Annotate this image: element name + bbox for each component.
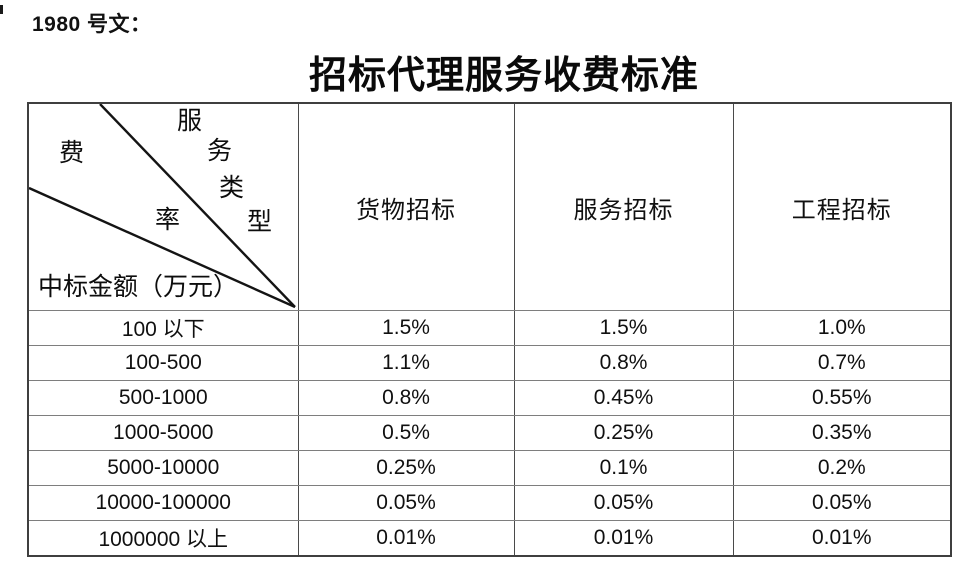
range-cell: 10000-100000: [27, 485, 299, 521]
range-cell: 5000-10000: [27, 450, 299, 486]
corner-rate-char: 率: [155, 207, 181, 234]
rate-cell-engineering: 0.01%: [732, 520, 952, 557]
rate-cell-engineering: 0.35%: [732, 415, 952, 451]
diagonal-line-upper: [99, 104, 296, 308]
rate-cell-service: 0.45%: [513, 380, 734, 416]
table-row: 5000-10000 0.25% 0.1% 0.2%: [27, 450, 952, 486]
table-row: 10000-100000 0.05% 0.05% 0.05%: [27, 485, 952, 521]
diagonal-header-cell: 费 率 服 务 类 型 中标金额（万元）: [27, 102, 299, 311]
fee-table: 费 率 服 务 类 型 中标金额（万元） 货物招标 服务招标 工程招标 100 …: [27, 102, 952, 557]
corner-service-type-char: 务: [207, 138, 233, 165]
corner-fee-char: 费: [59, 140, 85, 167]
rate-cell-goods: 0.8%: [297, 380, 515, 416]
column-header-goods: 货物招标: [297, 102, 515, 311]
range-cell: 1000-5000: [27, 415, 299, 451]
rate-cell-engineering: 0.2%: [732, 450, 952, 486]
diagonal-divider: [29, 104, 296, 308]
rate-cell-engineering: 0.05%: [732, 485, 952, 521]
rate-cell-service: 0.25%: [513, 415, 734, 451]
rate-cell-service: 0.8%: [513, 345, 734, 381]
table-row: 1000-5000 0.5% 0.25% 0.35%: [27, 415, 952, 451]
table-row: 1000000 以上 0.01% 0.01% 0.01%: [27, 520, 952, 557]
range-cell: 100 以下: [27, 310, 299, 346]
rate-cell-goods: 1.5%: [297, 310, 515, 346]
rate-cell-goods: 0.25%: [297, 450, 515, 486]
page-title: 招标代理服务收费标准: [308, 55, 699, 97]
range-cell: 100-500: [27, 345, 299, 381]
table-row: 100-500 1.1% 0.8% 0.7%: [27, 345, 952, 381]
range-cell: 1000000 以上: [27, 520, 299, 557]
rate-cell-goods: 0.01%: [297, 520, 515, 557]
rate-cell-engineering: 0.55%: [732, 380, 952, 416]
column-header-service: 服务招标: [513, 102, 734, 311]
doc-ref-label: 1980 号文：: [32, 13, 152, 36]
column-header-engineering: 工程招标: [732, 102, 952, 311]
corner-service-type-char: 型: [247, 209, 273, 236]
range-cell: 500-1000: [27, 380, 299, 416]
diagonal-line-lower: [29, 186, 296, 308]
scan-artifact: [0, 5, 3, 14]
rate-cell-goods: 0.05%: [297, 485, 515, 521]
rate-cell-goods: 1.1%: [297, 345, 515, 381]
corner-row-axis-label: 中标金额（万元）: [38, 274, 239, 301]
rate-cell-service: 0.01%: [513, 520, 734, 557]
corner-service-type-char: 类: [219, 175, 245, 202]
table-row: 500-1000 0.8% 0.45% 0.55%: [27, 380, 952, 416]
rate-cell-goods: 0.5%: [297, 415, 515, 451]
rate-cell-engineering: 0.7%: [732, 345, 952, 381]
rate-cell-service: 1.5%: [513, 310, 734, 346]
rate-cell-engineering: 1.0%: [732, 310, 952, 346]
rate-cell-service: 0.05%: [513, 485, 734, 521]
rate-cell-service: 0.1%: [513, 450, 734, 486]
table-row: 100 以下 1.5% 1.5% 1.0%: [27, 310, 952, 346]
table-header-row: 费 率 服 务 类 型 中标金额（万元） 货物招标 服务招标 工程招标: [27, 102, 952, 311]
corner-service-type-char: 服: [177, 108, 203, 135]
